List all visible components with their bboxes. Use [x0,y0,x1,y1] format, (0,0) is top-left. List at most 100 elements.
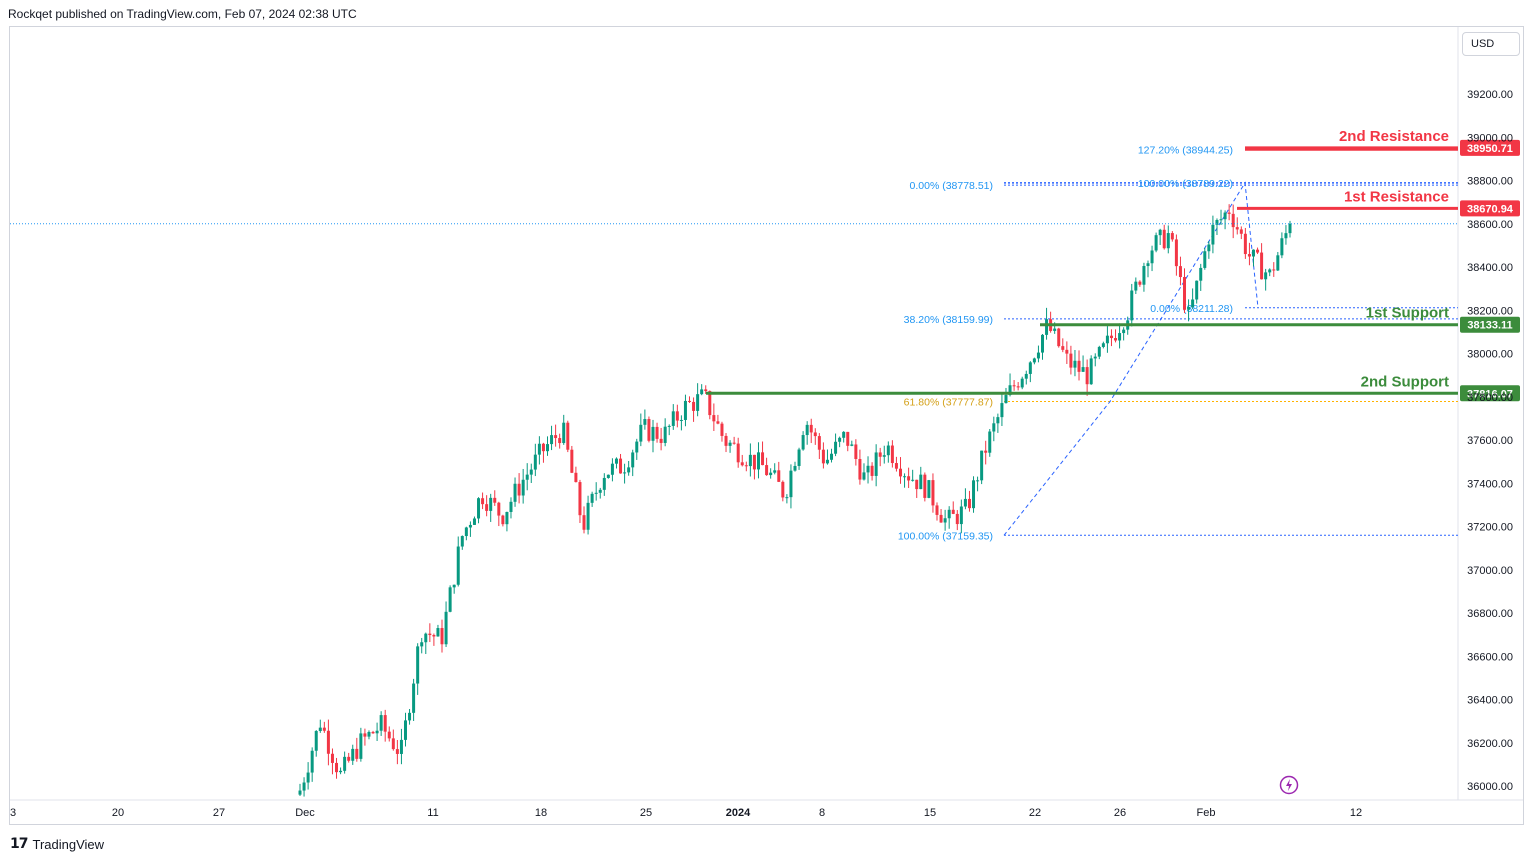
candle [509,501,513,512]
candle [517,483,521,496]
y-tick-label: 36400.00 [1467,695,1513,707]
candle [943,518,947,523]
candle [882,455,886,457]
candle [817,436,821,450]
candle [704,389,708,392]
price-tag [1460,200,1520,217]
candle [505,511,509,525]
fib-tools: 127.20% (38944.25) 100.00% (38789.22) 0.00… [898,144,1458,542]
candle [736,443,740,463]
candle [728,442,732,446]
candle [1256,249,1260,253]
candle [444,611,448,645]
candle [1260,252,1264,280]
candle [732,442,736,444]
candle [1199,267,1203,281]
candle [1146,263,1150,267]
candle [566,422,570,450]
candle [720,423,724,436]
candle [1077,360,1081,372]
candle [708,391,712,416]
candle [343,756,347,771]
candle [339,770,343,773]
currency-button[interactable]: USD [1462,32,1520,56]
tradingview-logo-icon: 17 [10,836,29,852]
candle [318,727,322,731]
candle [655,426,659,439]
candle [464,527,468,537]
x-tick-label: 8 [819,807,825,819]
candle [550,435,554,445]
candle [683,400,687,420]
candle [347,756,351,761]
candle [460,536,464,547]
candle [1020,378,1024,388]
chart-frame[interactable] [9,26,1524,825]
candle [878,452,882,457]
tradingview-footer[interactable]: 17 TradingView [10,834,104,854]
price-tag-label: 38950.71 [1467,143,1513,155]
candle [440,628,444,645]
candle [667,425,671,427]
candle [477,498,481,519]
candle [367,731,371,737]
level-label: 1st Resistance [1344,188,1449,205]
candle [801,435,805,450]
candle [436,628,440,637]
x-tick-label: 20 [112,807,124,819]
candle [951,509,955,514]
candle [1134,281,1138,291]
candle [696,394,700,411]
candle [614,458,618,464]
candle [752,454,756,470]
candle [1114,338,1118,341]
y-tick-label: 36000.00 [1467,781,1513,793]
candle [765,465,769,476]
candle [395,749,399,754]
y-tick-label: 38800.00 [1467,176,1513,188]
candle [679,419,683,421]
x-tick-label: 27 [213,807,225,819]
candle [521,479,525,496]
candle [1004,395,1008,404]
candle [1162,229,1166,249]
fib-label: 100.00% (37159.35) [898,530,993,542]
candle [1081,367,1085,372]
candle [1211,224,1215,245]
replay-icon[interactable] [1279,775,1299,795]
candle [1183,277,1187,310]
candle [485,504,489,511]
candle [1288,223,1292,234]
x-tick-label: 3 [10,807,16,819]
candle [610,463,614,475]
candles [10,204,1458,797]
y-tick-label: 38000.00 [1467,349,1513,361]
candle [468,524,472,528]
candle [927,480,931,498]
candle [420,642,424,647]
candle [448,587,452,612]
candle [931,480,935,506]
candle [1085,367,1089,385]
candle [493,497,497,503]
candle [1065,349,1069,354]
candle [541,443,545,452]
candle [793,465,797,471]
candle [744,465,748,467]
candle [797,449,801,466]
candle [785,497,789,499]
candle [716,421,720,424]
candle [310,750,314,773]
candle [1243,233,1247,255]
candle [314,730,318,751]
candle [898,468,902,477]
candle [866,465,870,473]
candle [1045,319,1049,335]
candle [623,472,627,474]
level-label: 1st Support [1366,305,1449,322]
candle [858,459,862,480]
candle [789,470,793,498]
fib-label: 38.20% (38159.99) [904,314,993,326]
candle [562,422,566,444]
